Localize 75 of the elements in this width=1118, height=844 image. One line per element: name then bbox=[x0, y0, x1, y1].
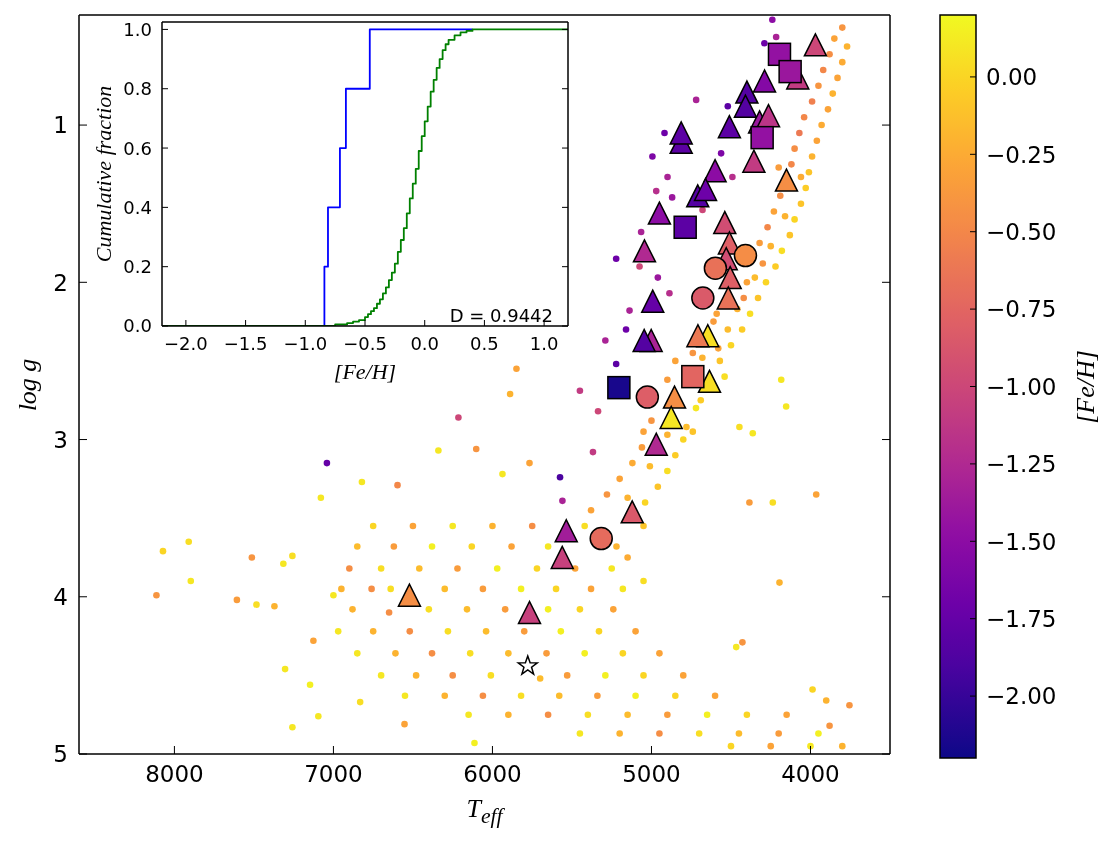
x-tick-label: 5000 bbox=[622, 761, 681, 788]
color-bar-label: −0.75 bbox=[986, 296, 1057, 323]
x-tick-label: −1.0 bbox=[283, 332, 328, 354]
point bbox=[756, 103, 781, 128]
point bbox=[669, 121, 693, 145]
point bbox=[647, 201, 672, 225]
y-tick-label: 0.6 bbox=[123, 137, 152, 159]
x-tick-label: 4000 bbox=[781, 761, 840, 788]
point bbox=[632, 239, 657, 263]
x-axis-title: T$_{eff}$ bbox=[466, 794, 503, 829]
x-tick-label: 0.0 bbox=[410, 332, 440, 354]
point bbox=[752, 69, 777, 93]
point bbox=[803, 33, 828, 57]
point bbox=[397, 583, 422, 607]
x-tick-label: 8000 bbox=[145, 761, 204, 788]
y-tick-label: 5 bbox=[53, 741, 68, 768]
x-tick-label: −0.5 bbox=[343, 332, 387, 354]
y-tick-label: 0.8 bbox=[123, 78, 152, 100]
point bbox=[620, 500, 644, 524]
y-tick-label: 2 bbox=[53, 269, 68, 296]
point bbox=[713, 210, 737, 235]
point bbox=[673, 215, 697, 240]
color-bar-title: [Fe/H] bbox=[1071, 349, 1100, 424]
point bbox=[686, 324, 710, 348]
y-tick-label: 1.0 bbox=[123, 18, 152, 40]
color-bar-label: −1.50 bbox=[986, 528, 1057, 555]
color-bar-label: −1.75 bbox=[986, 605, 1057, 632]
point bbox=[644, 432, 668, 456]
point bbox=[554, 518, 578, 543]
y-tick-label: 0.2 bbox=[123, 256, 152, 278]
point bbox=[742, 149, 766, 173]
y-axis-title: log g bbox=[13, 358, 42, 411]
x-tick-label: 7000 bbox=[304, 761, 363, 788]
color-bar-label: 0.00 bbox=[986, 64, 1038, 91]
point bbox=[778, 59, 802, 84]
y-tick-label: 0.4 bbox=[123, 196, 152, 218]
y-axis-title: Cumulative fraction bbox=[91, 85, 116, 263]
point bbox=[733, 243, 758, 268]
color-bar-label: −0.25 bbox=[986, 141, 1057, 168]
x-tick-label: 6000 bbox=[463, 761, 522, 788]
color-bar-label: −0.50 bbox=[986, 218, 1057, 245]
point bbox=[681, 364, 705, 389]
point bbox=[693, 177, 718, 202]
x-tick-label: −2.0 bbox=[164, 332, 208, 354]
point bbox=[517, 655, 539, 675]
point bbox=[733, 94, 758, 118]
point bbox=[607, 375, 631, 400]
annotation: D = 0.9442 bbox=[449, 305, 553, 326]
x-tick-label: −1.5 bbox=[223, 332, 268, 354]
point bbox=[640, 289, 665, 313]
point bbox=[703, 158, 727, 183]
x-tick-label: 0.5 bbox=[470, 332, 499, 354]
point bbox=[703, 256, 728, 280]
y-tick-label: 1 bbox=[53, 112, 68, 139]
point bbox=[550, 545, 575, 570]
point bbox=[718, 265, 742, 290]
color-bar-label: −1.00 bbox=[986, 373, 1057, 400]
point bbox=[750, 125, 774, 150]
y-tick-label: 0.0 bbox=[123, 315, 152, 337]
x-tick-label: 1.0 bbox=[529, 332, 559, 354]
point bbox=[589, 526, 613, 551]
point bbox=[632, 328, 656, 353]
point bbox=[635, 385, 660, 409]
point bbox=[662, 385, 687, 409]
point bbox=[517, 600, 542, 625]
point bbox=[659, 405, 683, 430]
point bbox=[691, 286, 715, 310]
y-tick-label: 4 bbox=[53, 584, 68, 611]
x-axis-title: [Fe/H] bbox=[333, 359, 397, 384]
y-tick-label: 3 bbox=[53, 426, 68, 453]
point bbox=[716, 286, 741, 310]
point bbox=[774, 168, 799, 192]
color-bar-label: −2.00 bbox=[986, 683, 1057, 710]
point bbox=[717, 114, 742, 139]
color-bar-label: −1.25 bbox=[986, 451, 1057, 478]
